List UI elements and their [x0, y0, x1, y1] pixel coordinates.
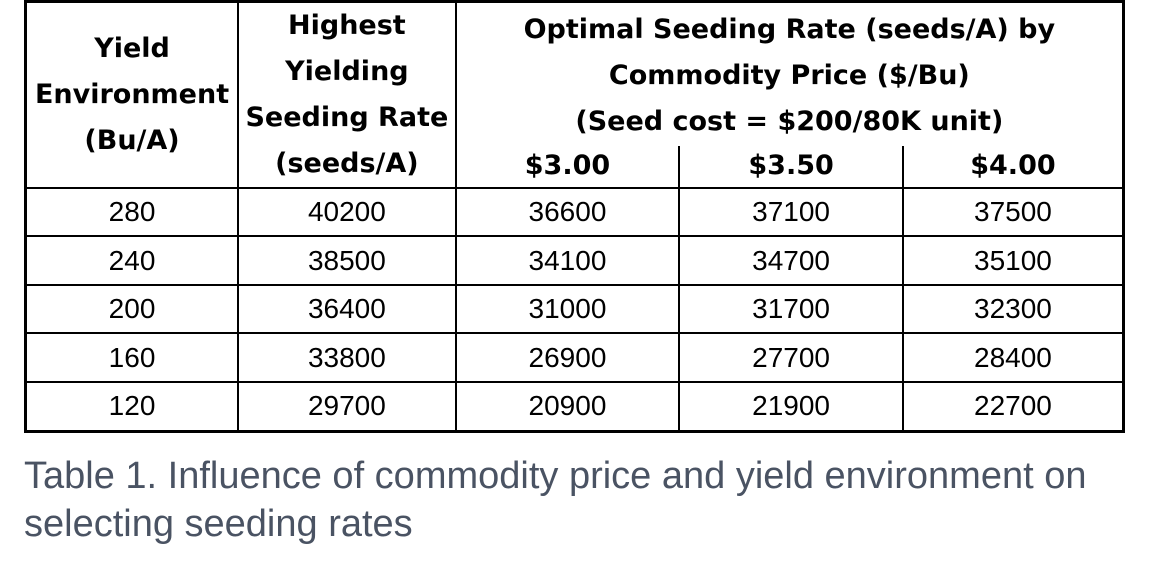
rate-cell: 22700 — [901, 380, 1125, 433]
rate-cell: 26900 — [454, 332, 681, 383]
rate-cell: 34700 — [678, 235, 904, 286]
rate-cell: 34100 — [454, 235, 681, 286]
highest-rate-cell: 38500 — [237, 235, 457, 286]
table-row: 240 38500 34100 34700 35100 — [24, 235, 1125, 286]
rate-cell: 27700 — [678, 332, 904, 383]
header-yield-environment: Yield Environment (Bu/A) — [24, 0, 240, 189]
rate-cell: 36600 — [454, 186, 681, 238]
header-optimal-seeding-rate: Optimal Seeding Rate (seeds/A) by Commod… — [454, 0, 1125, 146]
rate-cell: 37100 — [678, 186, 904, 238]
header-price-3-00: $3.00 — [454, 145, 681, 190]
highest-rate-cell: 40200 — [237, 186, 457, 238]
table-row: 280 40200 36600 37100 37500 — [24, 186, 1125, 238]
highest-rate-cell: 36400 — [237, 283, 457, 335]
header-optimal-title: Optimal Seeding Rate (seeds/A) by Commod… — [523, 14, 1056, 92]
yield-cell: 280 — [24, 186, 240, 238]
highest-rate-cell: 29700 — [237, 380, 457, 433]
table-row: 120 29700 20900 21900 22700 — [24, 380, 1125, 433]
rate-cell: 20900 — [454, 380, 681, 433]
rate-cell: 31700 — [678, 283, 904, 335]
header-price-3-50: $3.50 — [678, 145, 904, 190]
seeding-rate-table: Yield Environment (Bu/A) Highest Yieldin… — [24, 0, 1125, 433]
rate-cell: 21900 — [678, 380, 904, 433]
highest-rate-cell: 33800 — [237, 332, 457, 383]
header-highest-yielding-rate: Highest Yielding Seeding Rate (seeds/A) — [237, 0, 457, 189]
table-row: 200 36400 31000 31700 32300 — [24, 283, 1125, 335]
header-seed-cost: (Seed cost = $200/80K unit) — [575, 106, 1004, 138]
rate-cell: 35100 — [901, 235, 1125, 286]
rate-cell: 28400 — [901, 332, 1125, 383]
table-caption: Table 1. Influence of commodity price an… — [24, 455, 1087, 545]
yield-cell: 160 — [24, 332, 240, 383]
yield-cell: 240 — [24, 235, 240, 286]
header-price-4-00: $4.00 — [901, 145, 1125, 190]
yield-cell: 200 — [24, 283, 240, 335]
rate-cell: 32300 — [901, 283, 1125, 335]
yield-cell: 120 — [24, 380, 240, 433]
table-row: 160 33800 26900 27700 28400 — [24, 332, 1125, 383]
rate-cell: 37500 — [901, 186, 1125, 238]
rate-cell: 31000 — [454, 283, 681, 335]
